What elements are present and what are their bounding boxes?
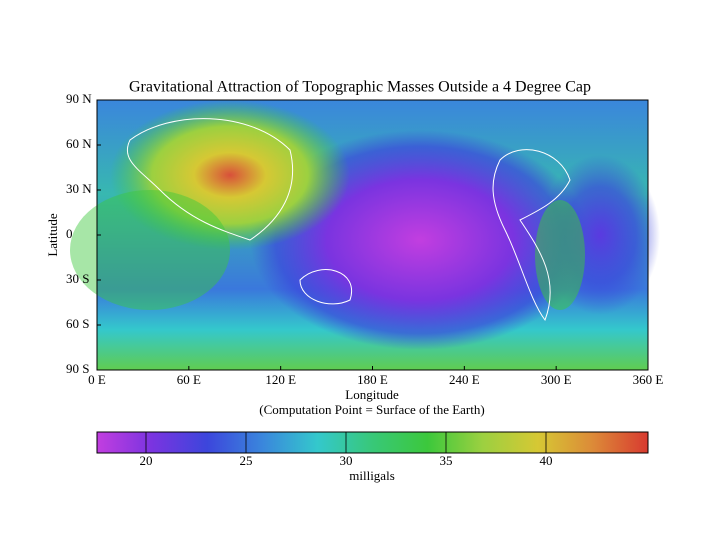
y-axis-label: Latitude	[45, 213, 60, 257]
y-tick-label: 90 N	[66, 91, 92, 106]
x-axis-sublabel: (Computation Point = Surface of the Eart…	[259, 402, 484, 417]
colorbar-tick-label: 35	[440, 453, 453, 468]
colorbar-tick-label: 40	[540, 453, 553, 468]
colorbar-label: milligals	[349, 468, 395, 483]
x-axis-label: Longitude	[345, 387, 399, 402]
colorbar	[96, 431, 649, 454]
y-tick-label: 30 N	[66, 181, 92, 196]
x-tick-label: 60 E	[177, 372, 201, 387]
x-tick-label: 180 E	[357, 372, 388, 387]
map-field	[70, 100, 660, 370]
y-tick-label: 90 S	[66, 361, 89, 376]
y-tick-label: 60 S	[66, 316, 89, 331]
x-tick-label: 0 E	[88, 372, 106, 387]
y-tick-label: 60 N	[66, 136, 92, 151]
title: Gravitational Attraction of Topographic …	[129, 79, 591, 96]
colorbar-tick-label: 30	[340, 453, 353, 468]
colorbar-tick-label: 25	[240, 453, 253, 468]
y-tick-label: 0	[66, 226, 73, 241]
x-tick-label: 240 E	[449, 372, 480, 387]
colorbar-tick-label: 20	[140, 453, 153, 468]
x-tick-label: 360 E	[633, 372, 664, 387]
x-tick-label: 120 E	[265, 372, 296, 387]
x-tick-label: 300 E	[541, 372, 572, 387]
y-tick-label: 30 S	[66, 271, 89, 286]
